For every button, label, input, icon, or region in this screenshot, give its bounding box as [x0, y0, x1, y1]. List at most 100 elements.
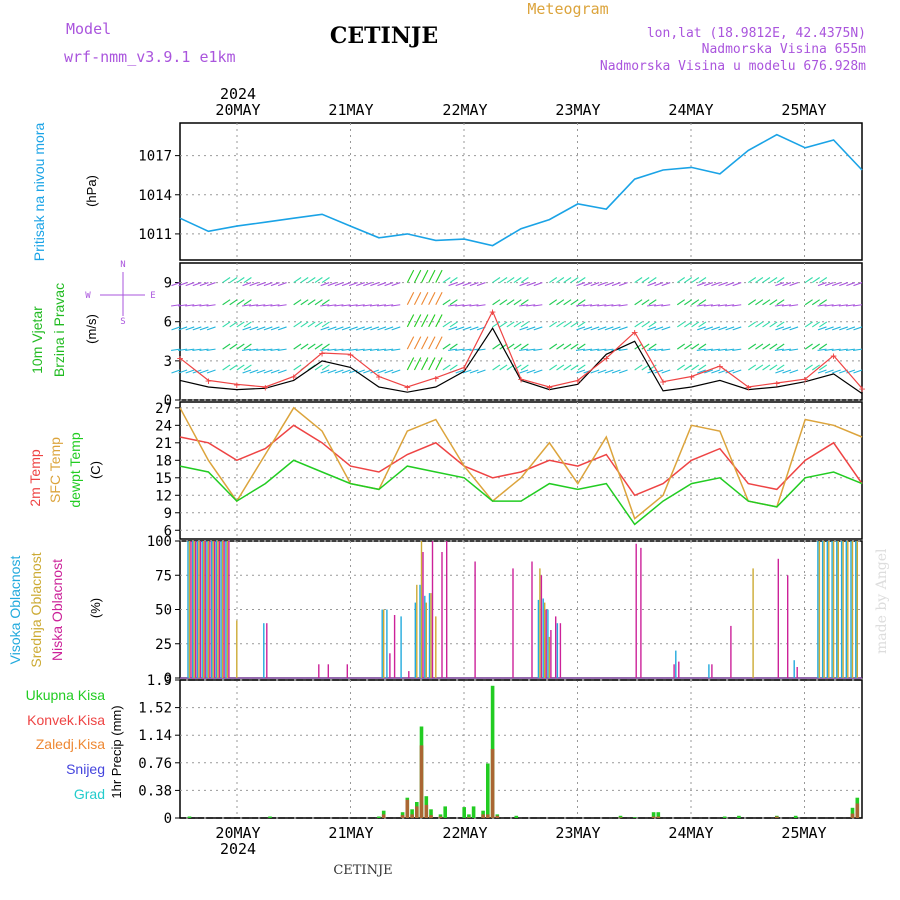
wind-vector [435, 292, 443, 306]
convective-rain-bar [424, 804, 429, 818]
wind-vector [725, 304, 735, 307]
day-label-top: 21MAY [328, 101, 373, 119]
wind-vector [277, 369, 287, 374]
cloud-unit: (%) [88, 598, 103, 618]
wind-vector [449, 321, 458, 328]
wind-vector [442, 364, 451, 371]
wind-vector [824, 369, 834, 374]
total-rain-bar [656, 812, 661, 818]
wind-vector [549, 321, 558, 328]
wind-vector [236, 277, 245, 284]
wind-vector [563, 299, 572, 306]
wind-vector [327, 326, 337, 331]
wind-vector [698, 364, 707, 371]
wind-vector [839, 282, 848, 287]
wind-vector [563, 364, 572, 371]
wind-vector [321, 364, 330, 371]
wind-vector [492, 364, 501, 371]
wind-vector [520, 343, 529, 350]
y-tick-label: 1.14 [138, 728, 172, 744]
wind-vector [442, 343, 451, 350]
wind-vector [192, 326, 202, 331]
wind-vector [448, 304, 458, 307]
wind-vector [334, 282, 344, 287]
wind-vector [789, 282, 799, 287]
wind-vector [421, 357, 429, 371]
wind-vector [307, 343, 316, 350]
wind-vector [300, 277, 309, 284]
wind-vector [377, 369, 387, 374]
wind-gust-marker: + [234, 378, 241, 391]
wind-vector [348, 326, 358, 331]
wind-vector [755, 299, 764, 306]
precip-legend-frozen: Zaledj.Kisa [36, 736, 105, 752]
wind-gust-marker: + [631, 326, 638, 339]
wind-vector [774, 348, 784, 351]
wind-vector [249, 282, 259, 287]
convective-rain-bar [405, 799, 410, 818]
wind-vector [277, 348, 287, 351]
wind-vector [583, 304, 593, 307]
wind-vector [817, 304, 827, 307]
wind-vector [661, 282, 671, 287]
wind-vector [819, 321, 828, 328]
pressure-label: Pritisak na nivou mora [31, 123, 47, 262]
wind-vector [811, 364, 821, 371]
wind-vector [853, 304, 863, 307]
wind-vector [819, 299, 828, 306]
day-label-top: 22MAY [442, 101, 487, 119]
wind-vector [199, 326, 209, 331]
wind-gust-marker: + [205, 374, 212, 387]
wind-vector [748, 321, 757, 328]
wind-vector [334, 369, 344, 374]
wind-vector [206, 304, 216, 307]
wind-vector [435, 269, 443, 283]
wind-vector [293, 321, 302, 328]
wind-vector [597, 282, 607, 287]
wind-gust-marker: + [347, 348, 354, 361]
wind-vector [421, 269, 429, 283]
wind-vector [369, 348, 379, 351]
wind-vector [370, 369, 380, 374]
wind-vector [769, 277, 778, 284]
wind-vector [243, 321, 252, 328]
wind-vector [455, 348, 465, 351]
precip-legend-snow: Snijeg [66, 761, 105, 777]
y-tick-label: 0 [164, 811, 172, 827]
wind-dir-e: E [150, 291, 155, 301]
day-label-bottom: 23MAY [555, 824, 600, 842]
wind-vector [647, 348, 657, 351]
wind-vector [377, 304, 387, 307]
wind-vector [348, 304, 358, 307]
wind-vector [811, 277, 821, 284]
wind-vector [243, 343, 252, 350]
wind-vector [263, 369, 273, 374]
model-name: wrf-nmm_v3.9.1 e1km [64, 48, 236, 66]
wind-vector [469, 348, 479, 351]
wind-vector [520, 299, 529, 306]
wind-vector [718, 348, 728, 351]
y-tick-label: 6 [164, 523, 172, 539]
temp-unit: (C) [88, 461, 103, 479]
wind-vector [725, 369, 735, 374]
wind-vector [413, 357, 422, 371]
wind-label-1: 10m Vjetar [29, 306, 45, 374]
wind-vector [327, 304, 337, 307]
wind-vector [776, 321, 785, 328]
day-label-bottom: 20MAY [215, 824, 260, 842]
wind-vector [661, 326, 671, 331]
wind-vector [711, 326, 721, 331]
wind-gust-marker: + [177, 352, 184, 365]
wind-vector [492, 277, 501, 284]
wind-vector [307, 299, 316, 306]
wind-vector [549, 364, 558, 371]
wind-vector [804, 321, 813, 328]
wind-vector [355, 304, 365, 307]
wind-vector [684, 299, 693, 306]
wind-vector [199, 282, 209, 287]
total-rain-bar [467, 814, 471, 818]
wind-vector [391, 348, 401, 351]
total-rain-bar [377, 816, 381, 818]
wind-vector [421, 314, 429, 328]
